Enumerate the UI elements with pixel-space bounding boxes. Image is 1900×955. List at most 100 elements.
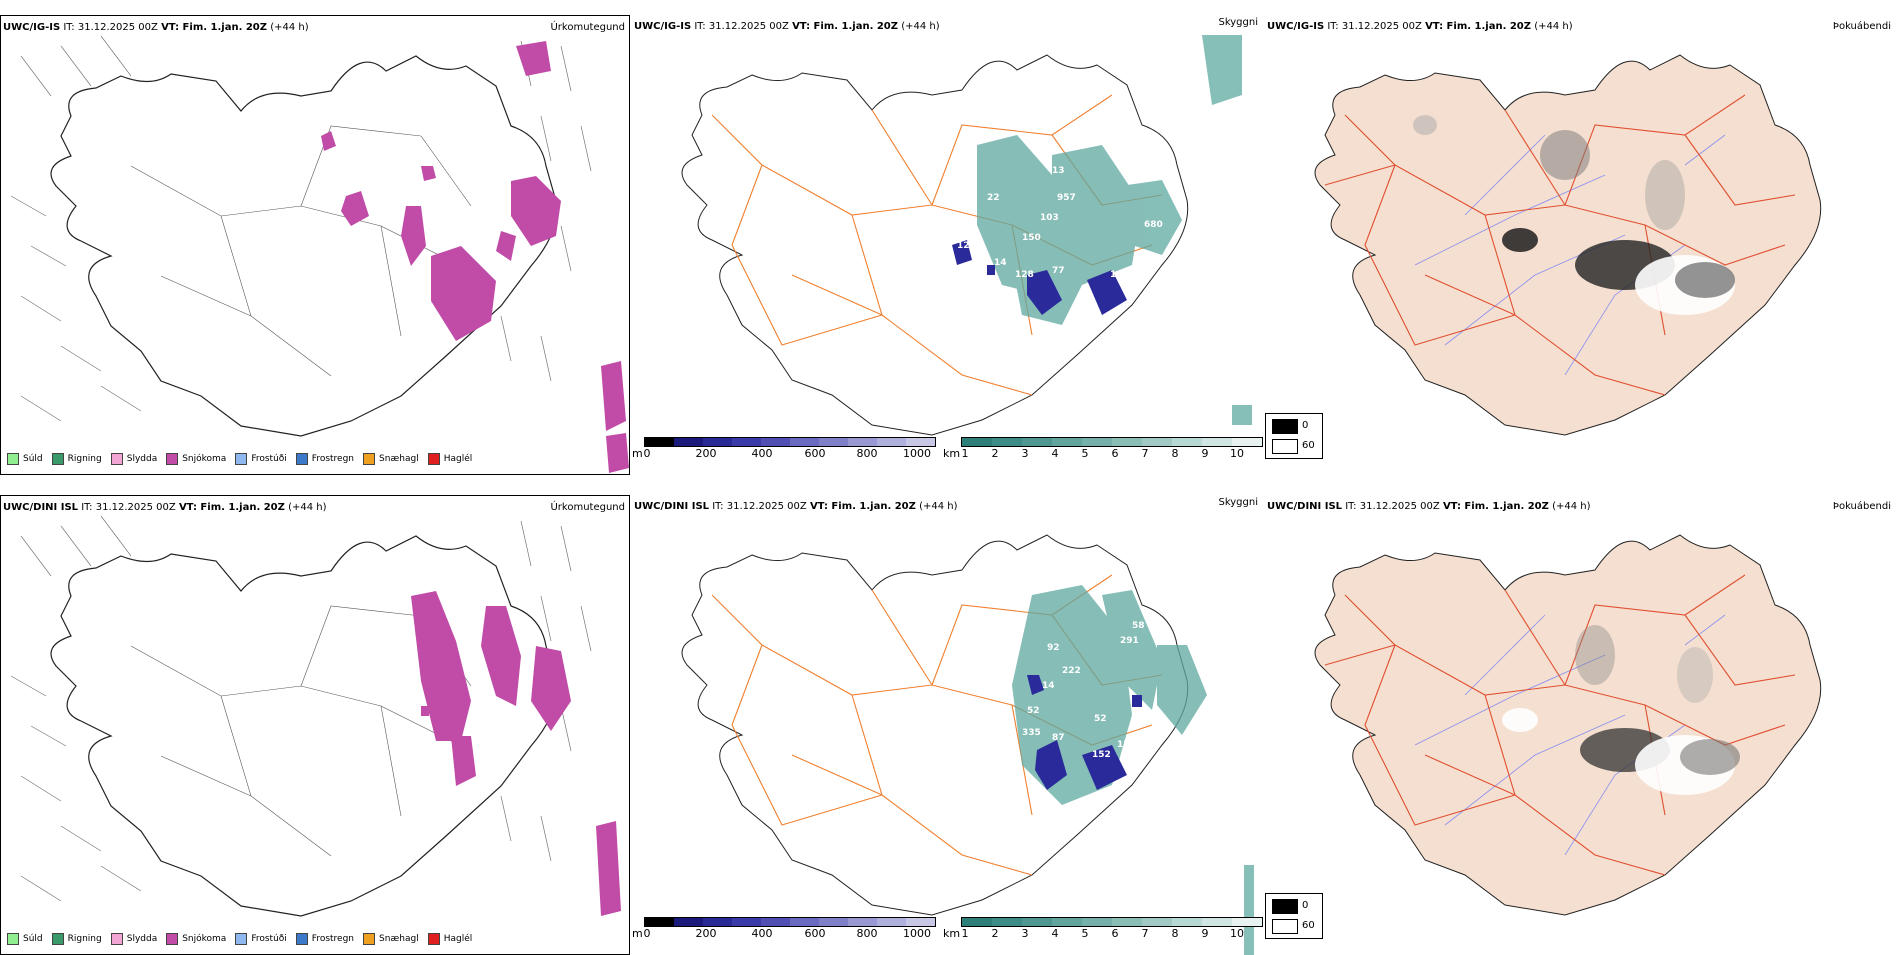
visibility-tick: 7 xyxy=(1141,927,1149,940)
visibility-tick: 3 xyxy=(1021,447,1029,460)
visibility-tick: 1 xyxy=(961,927,969,940)
ceiling-tick: 200 xyxy=(695,927,717,940)
fog-legend-label: 60 xyxy=(1302,920,1315,931)
fog-legend-label: 60 xyxy=(1302,440,1315,451)
snowfall-areas xyxy=(321,41,629,473)
ceiling-value: 77 xyxy=(1052,266,1065,276)
fog-index-areas xyxy=(1413,115,1735,315)
legend-item: Snæhagl xyxy=(363,453,419,465)
ceiling-unit: m xyxy=(632,927,643,940)
visibility-tick: 4 xyxy=(1051,447,1059,460)
road-network xyxy=(130,125,472,377)
ceiling-value: 128 xyxy=(1117,740,1136,750)
sky-header-row1: UWC/IG-IS IT: 31.12.2025 00Z VT: Fim. 1.… xyxy=(634,17,1258,32)
fog-legend-label: 0 xyxy=(1302,900,1309,911)
precip-legend-row1: Súld Rigning Slydda Snjókoma Frostúði Fr… xyxy=(7,452,481,466)
ceiling-tick: 600 xyxy=(804,927,826,940)
visibility-colorbar-scale xyxy=(961,917,1263,927)
sky-panel-row1: 22 13 957 103 150 12 14 128 77 102 107 6… xyxy=(632,15,1262,475)
visibility-tick: 3 xyxy=(1021,927,1029,940)
legend-item: Frostúði xyxy=(235,933,287,945)
visibility-tick: 6 xyxy=(1111,927,1119,940)
sky-map-row1: 22 13 957 103 150 12 14 128 77 102 107 6… xyxy=(681,35,1252,436)
visibility-tick: 8 xyxy=(1171,927,1179,940)
fog-map-row1 xyxy=(1314,54,1822,436)
ceiling-value: 222 xyxy=(1062,666,1081,676)
visibility-colorbar-row2: km 1 2 3 4 5 6 7 8 9 10 xyxy=(943,917,1263,943)
ceiling-value: 107 xyxy=(1127,163,1146,173)
ceiling-tick: 600 xyxy=(804,447,826,460)
visibility-tick: 1 xyxy=(961,447,969,460)
visibility-areas xyxy=(977,35,1252,425)
ceiling-tick: 1000 xyxy=(903,447,931,460)
iceland-outline xyxy=(1314,534,1822,916)
ceiling-tick: 400 xyxy=(751,447,773,460)
ceiling-tick: 800 xyxy=(856,927,878,940)
visibility-tick: 9 xyxy=(1201,447,1209,460)
ceiling-tick: 200 xyxy=(695,447,717,460)
fog-index-areas xyxy=(1502,625,1740,795)
ceiling-value: 150 xyxy=(1022,233,1041,243)
ceiling-colorbar-scale xyxy=(644,917,936,927)
iceland-outline xyxy=(50,55,558,437)
visibility-tick: 2 xyxy=(991,447,999,460)
fog-panel-row1: UWC/IG-IS IT: 31.12.2025 00Z VT: Fim. 1.… xyxy=(1265,15,1895,475)
precip-map-row2 xyxy=(10,515,621,917)
visibility-tick: 2 xyxy=(991,927,999,940)
visibility-unit: km xyxy=(943,927,961,940)
river-network xyxy=(1414,614,1726,856)
ceiling-value: 335 xyxy=(1022,728,1041,738)
sky-header-row2: UWC/DINI ISL IT: 31.12.2025 00Z VT: Fim.… xyxy=(634,497,1258,512)
iceland-outline xyxy=(1314,54,1822,436)
ceiling-unit: m xyxy=(632,447,643,460)
fog-title-row2: Þokuábendi xyxy=(1832,501,1891,512)
ceiling-value: 128 xyxy=(1015,270,1034,280)
low-ceiling-areas xyxy=(952,240,1127,315)
legend-item: Frostregn xyxy=(295,453,354,465)
legend-item: Súld xyxy=(7,933,43,945)
legend-item: Haglél xyxy=(427,933,472,945)
ceiling-value: 152 xyxy=(1092,750,1111,760)
legend-item: Snjókoma xyxy=(166,933,226,945)
ceiling-value-labels: 92 222 291 58 14 52 335 87 152 128 52 xyxy=(1022,621,1145,760)
ceiling-value: 14 xyxy=(994,258,1007,268)
legend-item: Súld xyxy=(7,453,43,465)
visibility-tick: 5 xyxy=(1081,927,1089,940)
fog-title-row1: Þokuábendi xyxy=(1832,21,1891,32)
fog-header-row2: UWC/DINI ISL IT: 31.12.2025 00Z VT: Fim.… xyxy=(1267,501,1891,512)
ceiling-value: 103 xyxy=(1040,213,1059,223)
ceiling-colorbar-row2: m 0 200 400 600 800 1000 xyxy=(632,917,937,943)
precip-legend-row2: Súld Rigning Slydda Snjókoma Frostúði Fr… xyxy=(7,932,481,946)
precip-title-row1: Úrkomutegund xyxy=(550,22,625,33)
precip-title-row2: Úrkomutegund xyxy=(550,502,625,513)
legend-item: Rigning xyxy=(51,453,102,465)
fog-legend-row1: 0 60 xyxy=(1265,413,1323,459)
sky-panel-row2: 92 222 291 58 14 52 335 87 152 128 52 UW… xyxy=(632,495,1262,955)
visibility-tick: 9 xyxy=(1201,927,1209,940)
ceiling-value: 87 xyxy=(1052,733,1065,743)
iceland-outline xyxy=(681,54,1189,436)
ceiling-colorbar-row1: m 0 200 400 600 800 1000 xyxy=(632,437,937,463)
legend-item: Haglél xyxy=(427,453,472,465)
legend-item: Frostúði xyxy=(235,453,287,465)
snowfall-areas xyxy=(411,591,621,916)
fog-legend-row2: 0 60 xyxy=(1265,893,1323,939)
legend-item: Rigning xyxy=(51,933,102,945)
visibility-colorbar-row1: km 1 2 3 4 5 6 7 8 9 10 xyxy=(943,437,1263,463)
sky-title-row1: Skyggni xyxy=(1218,17,1258,28)
ceiling-value: 957 xyxy=(1057,193,1076,203)
legend-item: Snjókoma xyxy=(166,453,226,465)
ceiling-tick: 800 xyxy=(856,447,878,460)
precip-panel-row1: UWC/IG-IS IT: 31.12.2025 00Z VT: Fim. 1.… xyxy=(0,15,630,475)
visibility-tick: 7 xyxy=(1141,447,1149,460)
legend-item: Slydda xyxy=(110,453,157,465)
precip-header-row2: UWC/DINI ISL IT: 31.12.2025 00Z VT: Fim.… xyxy=(3,502,625,513)
visibility-colorbar-scale xyxy=(961,437,1263,447)
legend-item: Slydda xyxy=(110,933,157,945)
ceiling-colorbar-scale xyxy=(644,437,936,447)
low-ceiling-areas xyxy=(1027,675,1142,790)
visibility-unit: km xyxy=(943,447,961,460)
precip-map-row1 xyxy=(10,35,629,473)
visibility-tick: 5 xyxy=(1081,447,1089,460)
sky-map-row2: 92 222 291 58 14 52 335 87 152 128 52 xyxy=(681,534,1254,955)
